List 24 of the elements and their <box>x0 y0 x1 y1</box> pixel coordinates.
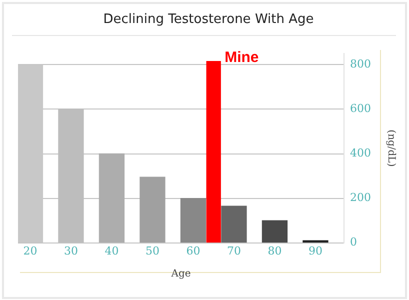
x-tick-label: 40 <box>104 244 119 258</box>
bar <box>221 206 247 243</box>
x-tick-label: 80 <box>268 244 282 258</box>
y-tick-label: 200 <box>350 191 372 204</box>
y-tick-label: 600 <box>350 102 372 116</box>
bar <box>262 220 288 243</box>
bar <box>140 176 166 243</box>
x-tick-label: 90 <box>308 244 322 258</box>
x-tick-label: 50 <box>145 244 160 258</box>
x-tick-label: 60 <box>186 244 200 258</box>
x-tick-label: 20 <box>23 244 38 258</box>
y-axis-title: (ng/dL) <box>385 130 396 167</box>
bar <box>302 240 328 243</box>
bar <box>206 61 221 243</box>
y-tick-label: 800 <box>350 58 372 71</box>
x-tick-label: 30 <box>64 244 78 258</box>
x-axis-title: Age <box>170 268 191 280</box>
series-label: Mine <box>224 49 259 66</box>
chart-title: Declining Testosterone With Age <box>103 12 314 28</box>
y-tick-label: 0 <box>350 236 358 249</box>
bar <box>98 153 125 243</box>
y-tick-label: 400 <box>350 146 372 160</box>
bar <box>180 198 206 243</box>
x-tick-label: 70 <box>226 244 241 258</box>
